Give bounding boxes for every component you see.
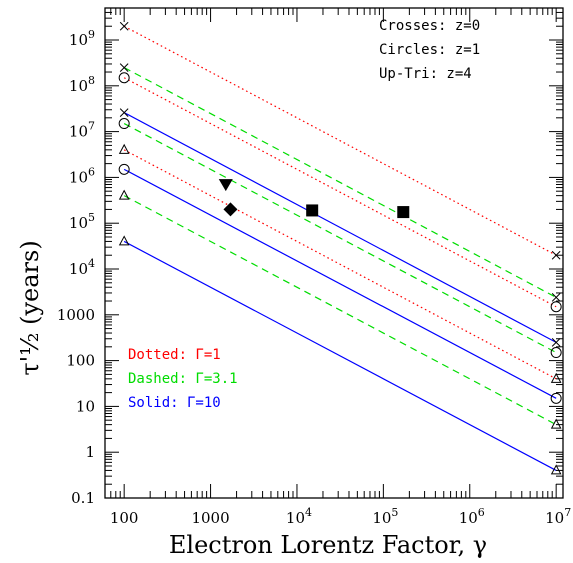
y-tick-label-base: 10: [69, 260, 88, 278]
legend-line-entry: Solid: Γ=10: [128, 395, 221, 411]
x-tick-label-base: 10: [545, 509, 564, 527]
y-tick-label: 10: [76, 397, 95, 415]
axis-ticks: [104, 7, 563, 499]
legend-line-entry: Dashed: Γ=3.1: [128, 371, 238, 387]
series-line-dashed: [123, 123, 557, 354]
x-tick-label-base: 10: [372, 509, 391, 527]
y-tick-label: 106: [69, 165, 95, 186]
y-tick-label-base: 100: [66, 352, 95, 370]
y-tick-label-exponent: 4: [88, 257, 95, 270]
x-tick-label: 100: [110, 509, 139, 527]
x-tick-label-exponent: 7: [564, 506, 571, 519]
x-tick-label: 105: [372, 506, 398, 527]
circle-marker: [118, 72, 130, 84]
x-tick-label-base: 10: [459, 509, 478, 527]
series-line-solid: [123, 168, 557, 399]
circle-marker: [550, 392, 562, 404]
x-tick-label-exponent: 5: [391, 506, 398, 519]
triangle-marker: [118, 189, 130, 200]
y-tick-label-base: 10: [69, 214, 88, 232]
triangle-marker: [550, 418, 562, 429]
circle-marker: [118, 118, 130, 130]
x-tick-label: 106: [459, 506, 485, 527]
x-tick-label-base: 100: [110, 509, 139, 527]
filled-down-triangle-marker: [218, 179, 233, 192]
y-tick-label: 107: [69, 120, 95, 141]
y-tick-label: 104: [69, 257, 95, 278]
legend-marker-entry: Circles: z=1: [379, 42, 480, 58]
triangle-marker: [118, 235, 130, 246]
y-tick-label-exponent: 9: [88, 28, 95, 41]
x-tick-label-exponent: 6: [478, 506, 485, 519]
y-tick-label: 100: [66, 352, 95, 370]
circle-marker: [118, 163, 130, 175]
y-tick-label-exponent: 8: [88, 74, 95, 87]
legend-line-entry: Dotted: Γ=1: [128, 347, 221, 363]
plot-frame: [104, 7, 564, 499]
y-tick-label: 1000: [57, 306, 95, 324]
y-axis-title: τ'½ (years): [16, 240, 44, 375]
series-line-dashed: [123, 195, 557, 426]
triangle-marker: [550, 372, 562, 383]
series-line-dotted: [123, 77, 557, 308]
series-line-dotted: [123, 25, 557, 256]
legend-markers: Crosses: z=0 Circles: z=1 Up-Tri: z=4: [379, 18, 480, 82]
x-tick-label: 107: [545, 506, 571, 527]
legend-marker-entry: Crosses: z=0: [379, 18, 480, 34]
series-line-solid: [123, 240, 557, 471]
y-tick-label-exponent: 6: [88, 165, 95, 178]
x-tick-label-base: 10: [286, 509, 305, 527]
y-tick-label-base: 10: [69, 77, 88, 95]
y-tick-label-base: 10: [69, 31, 88, 49]
y-tick-label-exponent: 7: [88, 120, 95, 133]
y-axis-title-text: τ'½ (years): [16, 240, 44, 375]
x-tick-label-base: 1000: [191, 509, 229, 527]
y-tick-label: 109: [69, 28, 95, 49]
y-tick-label: 0.1: [71, 489, 95, 507]
triangle-marker: [118, 143, 130, 154]
y-tick-label-base: 1: [85, 443, 95, 461]
y-tick-label-exponent: 5: [88, 211, 95, 224]
cross-marker: [119, 21, 129, 31]
filled-points: [218, 179, 410, 219]
legend-marker-entry: Up-Tri: z=4: [379, 66, 472, 82]
y-tick-label-base: 0.1: [71, 489, 95, 507]
filled-diamond-marker: [223, 202, 238, 217]
legend-lines: Dotted: Γ=1 Dashed: Γ=3.1 Solid: Γ=10: [128, 347, 238, 411]
x-tick-label-exponent: 4: [305, 506, 312, 519]
x-axis-title: Electron Lorentz Factor, γ: [169, 531, 487, 559]
cross-marker: [119, 63, 129, 72]
y-tick-label-base: 10: [69, 123, 88, 141]
series-line-dotted: [123, 149, 557, 380]
series-lines: [123, 25, 557, 471]
filled-square-marker: [397, 206, 410, 219]
cross-marker: [551, 338, 561, 347]
y-tick-label: 108: [69, 74, 95, 95]
x-tick-labels: 100 1000 104 105 106 107: [110, 506, 571, 527]
y-tick-label-base: 10: [76, 397, 95, 415]
circle-marker: [550, 301, 562, 313]
cross-marker: [551, 293, 561, 302]
series-line-dashed: [123, 67, 557, 298]
x-tick-label: 104: [286, 506, 312, 527]
series-markers: [118, 21, 562, 475]
y-tick-label: 105: [69, 211, 95, 232]
y-tick-label: 1: [85, 443, 95, 461]
y-tick-label-base: 1000: [57, 306, 95, 324]
x-tick-label: 1000: [191, 509, 229, 527]
circle-marker: [550, 347, 562, 359]
triangle-marker: [550, 464, 562, 475]
cross-marker: [119, 108, 129, 117]
y-tick-label-base: 10: [69, 168, 88, 186]
filled-square-marker: [306, 204, 319, 217]
series-line-solid: [123, 112, 557, 343]
